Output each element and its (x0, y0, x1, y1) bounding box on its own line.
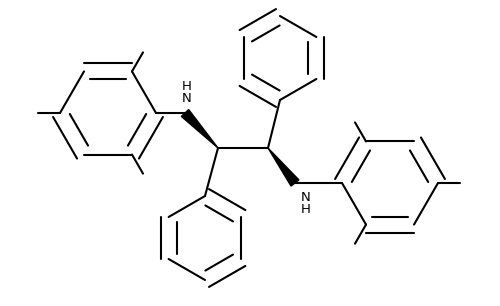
Polygon shape (182, 110, 218, 148)
Polygon shape (268, 148, 299, 186)
Text: N
H: N H (301, 191, 311, 216)
Text: H
N: H N (182, 80, 192, 105)
